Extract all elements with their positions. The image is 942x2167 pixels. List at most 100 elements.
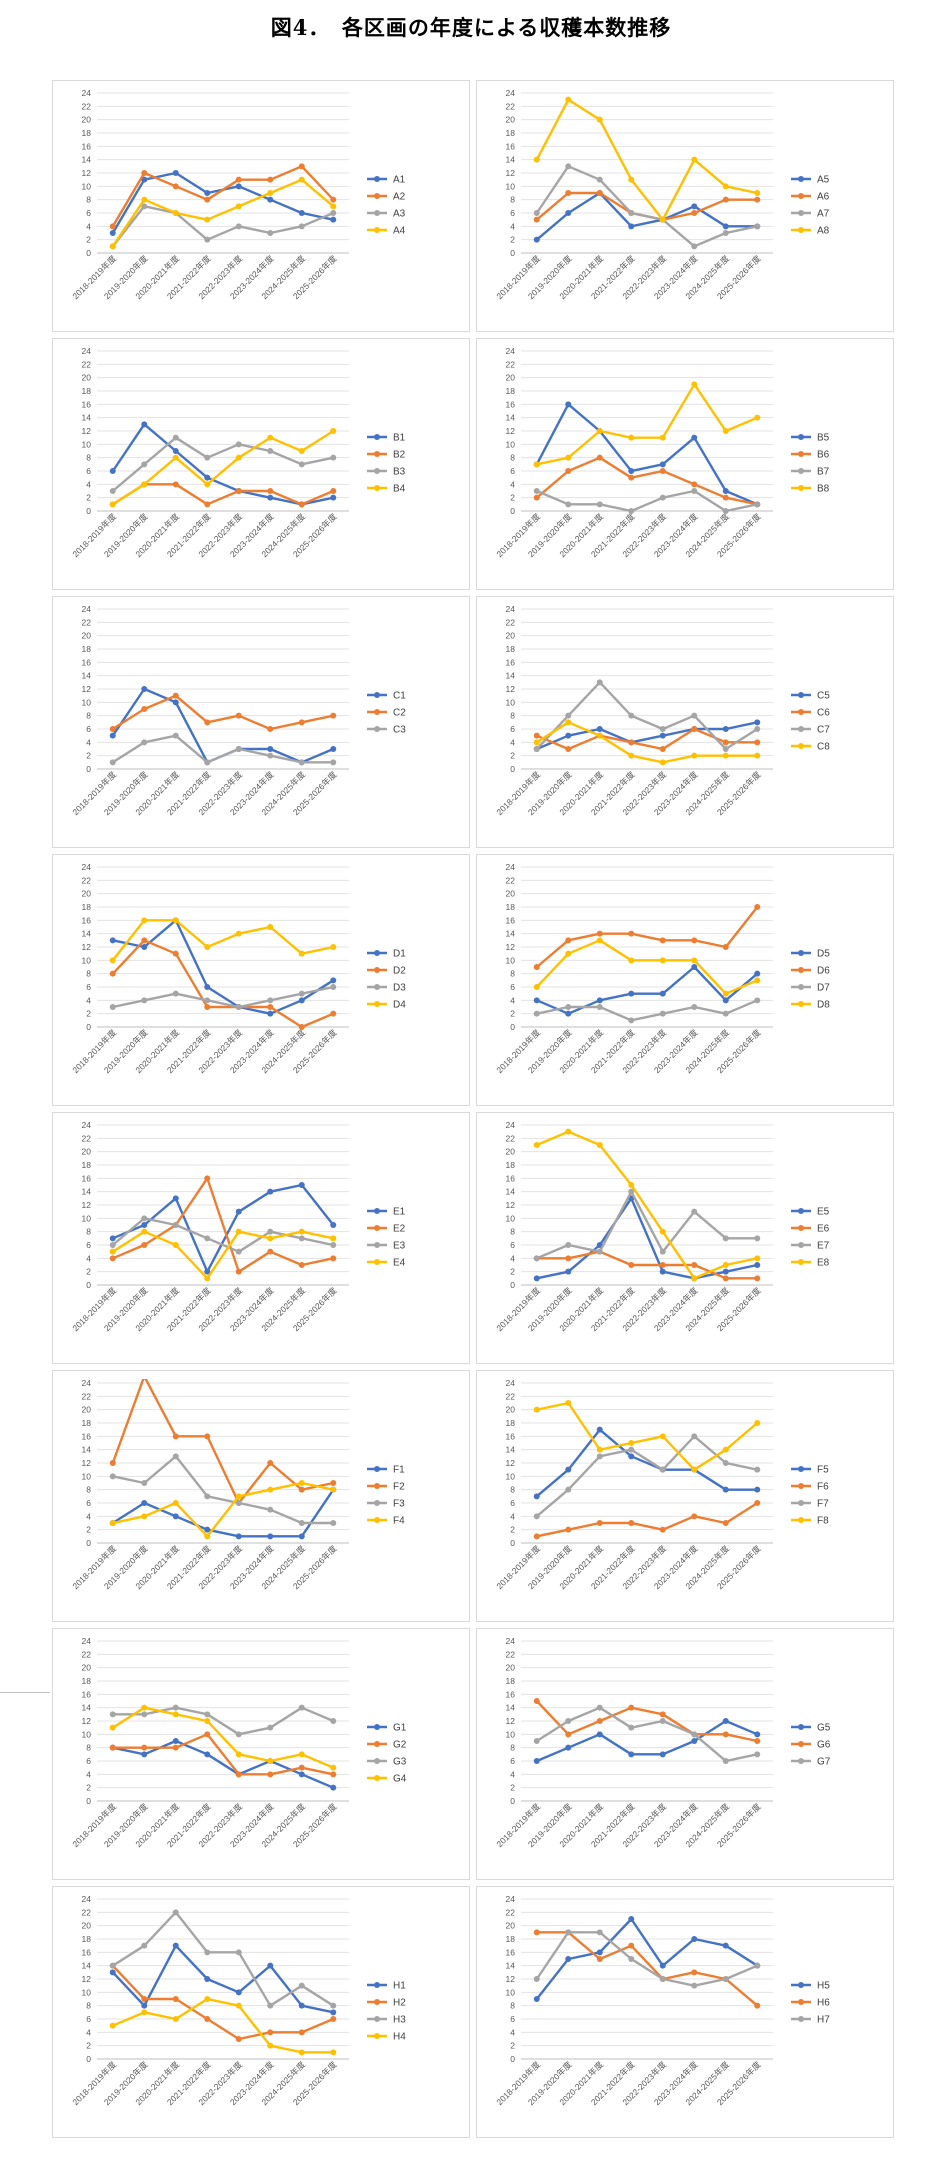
data-point-E6 bbox=[691, 1262, 698, 1268]
data-point-H4 bbox=[267, 2042, 274, 2049]
data-point-D5 bbox=[659, 990, 666, 997]
data-point-E3 bbox=[330, 1242, 337, 1248]
data-point-B1 bbox=[172, 448, 179, 454]
legend-marker bbox=[798, 1741, 804, 1747]
legend-label: F3 bbox=[393, 1499, 405, 1510]
data-point-B7 bbox=[722, 508, 729, 514]
data-point-A6 bbox=[722, 196, 729, 203]
data-point-A1 bbox=[330, 216, 337, 223]
data-point-D6 bbox=[691, 937, 698, 944]
data-point-D7 bbox=[754, 997, 761, 1004]
data-point-G5 bbox=[659, 1751, 666, 1758]
legend-marker bbox=[798, 485, 804, 491]
data-point-A2 bbox=[141, 170, 148, 176]
data-point-E5 bbox=[722, 1268, 729, 1275]
y-tick-label: 24 bbox=[506, 862, 516, 872]
data-point-B2 bbox=[267, 488, 274, 494]
line-chart: 0246810121416182022242018-2019年度2019-202… bbox=[494, 1894, 830, 2107]
y-tick-label: 2 bbox=[510, 1525, 515, 1535]
legend-marker bbox=[798, 434, 804, 440]
legend-marker bbox=[798, 1208, 804, 1214]
legend-marker bbox=[798, 1500, 804, 1506]
y-tick-label: 22 bbox=[82, 1649, 92, 1659]
legend-marker bbox=[798, 692, 804, 698]
line-chart: 0246810121416182022242018-2019年度2019-202… bbox=[494, 604, 830, 817]
y-tick-label: 24 bbox=[82, 1120, 92, 1130]
legend-label: F1 bbox=[393, 1465, 405, 1476]
data-point-H6 bbox=[691, 1969, 698, 1976]
y-tick-label: 24 bbox=[82, 346, 92, 356]
data-point-F6 bbox=[722, 1520, 729, 1526]
series-line-D8 bbox=[535, 939, 758, 995]
data-point-C6 bbox=[565, 746, 572, 752]
data-point-D7 bbox=[533, 1010, 540, 1017]
legend-label: B5 bbox=[817, 433, 830, 444]
legend-marker bbox=[374, 1999, 380, 2005]
y-tick-label: 18 bbox=[506, 1160, 516, 1170]
data-point-B2 bbox=[235, 488, 242, 494]
data-point-F3 bbox=[204, 1493, 211, 1500]
data-point-F4 bbox=[330, 1486, 337, 1493]
data-point-F8 bbox=[722, 1446, 729, 1453]
data-point-H2 bbox=[141, 1996, 148, 2002]
data-point-B2 bbox=[298, 501, 305, 508]
data-point-B6 bbox=[659, 468, 666, 474]
data-point-B7 bbox=[659, 494, 666, 501]
y-tick-label: 8 bbox=[510, 1485, 515, 1495]
data-point-C2 bbox=[235, 712, 242, 719]
y-tick-label: 24 bbox=[506, 604, 516, 614]
y-tick-label: 2 bbox=[510, 751, 515, 761]
legend-marker bbox=[374, 1466, 380, 1472]
y-tick-label: 8 bbox=[86, 1227, 91, 1237]
y-tick-label: 16 bbox=[82, 399, 92, 409]
data-point-F4 bbox=[109, 1520, 116, 1526]
data-point-B1 bbox=[109, 468, 116, 474]
data-point-E3 bbox=[267, 1228, 274, 1235]
y-tick-label: 0 bbox=[510, 1022, 515, 1032]
y-tick-label: 20 bbox=[82, 373, 92, 383]
data-point-D5 bbox=[722, 997, 729, 1004]
data-point-C7 bbox=[754, 726, 761, 732]
y-tick-label: 24 bbox=[82, 1636, 92, 1646]
data-point-E8 bbox=[754, 1255, 761, 1262]
data-point-F4 bbox=[141, 1513, 148, 1520]
legend-label: E1 bbox=[393, 1207, 406, 1218]
series-line-C6 bbox=[536, 727, 758, 751]
data-point-G2 bbox=[172, 1744, 179, 1751]
legend-marker bbox=[798, 1982, 804, 1988]
legend-label: C5 bbox=[817, 691, 830, 702]
data-point-C3 bbox=[298, 759, 305, 766]
data-point-D4 bbox=[298, 950, 305, 957]
y-tick-label: 16 bbox=[506, 1431, 516, 1441]
data-point-F3 bbox=[267, 1506, 274, 1513]
series-line-A8 bbox=[535, 98, 758, 221]
legend-marker bbox=[798, 1758, 804, 1764]
data-point-E3 bbox=[172, 1222, 179, 1228]
data-point-C6 bbox=[722, 739, 729, 746]
legend-marker bbox=[798, 967, 804, 973]
data-point-B8 bbox=[533, 461, 540, 468]
data-point-A7 bbox=[722, 230, 729, 236]
data-point-G2 bbox=[298, 1764, 305, 1771]
y-tick-label: 18 bbox=[82, 1934, 92, 1944]
data-point-G1 bbox=[330, 1784, 337, 1791]
y-tick-label: 6 bbox=[86, 982, 91, 992]
y-tick-label: 4 bbox=[510, 737, 515, 747]
y-tick-label: 0 bbox=[86, 1280, 91, 1290]
y-tick-label: 0 bbox=[86, 248, 91, 258]
data-point-D1 bbox=[204, 984, 211, 990]
data-point-F3 bbox=[141, 1480, 148, 1486]
data-point-A2 bbox=[267, 176, 274, 183]
data-point-H1 bbox=[298, 2002, 305, 2009]
figure-title: 図4． 各区画の年度による収穫本数推移 bbox=[270, 15, 672, 40]
data-point-A3 bbox=[141, 203, 148, 210]
legend-label: G5 bbox=[817, 1723, 831, 1734]
chart-panel: 0 2 4 6 8 10 12 14 16 18 20 22 24 2018-2019年度 2019-202… bbox=[476, 1886, 894, 2138]
data-point-F6 bbox=[565, 1526, 572, 1533]
data-point-B1 bbox=[267, 494, 274, 501]
y-tick-label: 2 bbox=[510, 493, 515, 503]
line-chart: 0246810121416182022242018-2019年度2019-202… bbox=[70, 88, 405, 301]
chart-panel: 0 2 4 6 8 10 12 14 16 18 20 22 24 2018-2019年度 2019-202… bbox=[52, 1886, 470, 2138]
data-point-E2 bbox=[141, 1242, 148, 1248]
data-point-D5 bbox=[754, 970, 761, 977]
